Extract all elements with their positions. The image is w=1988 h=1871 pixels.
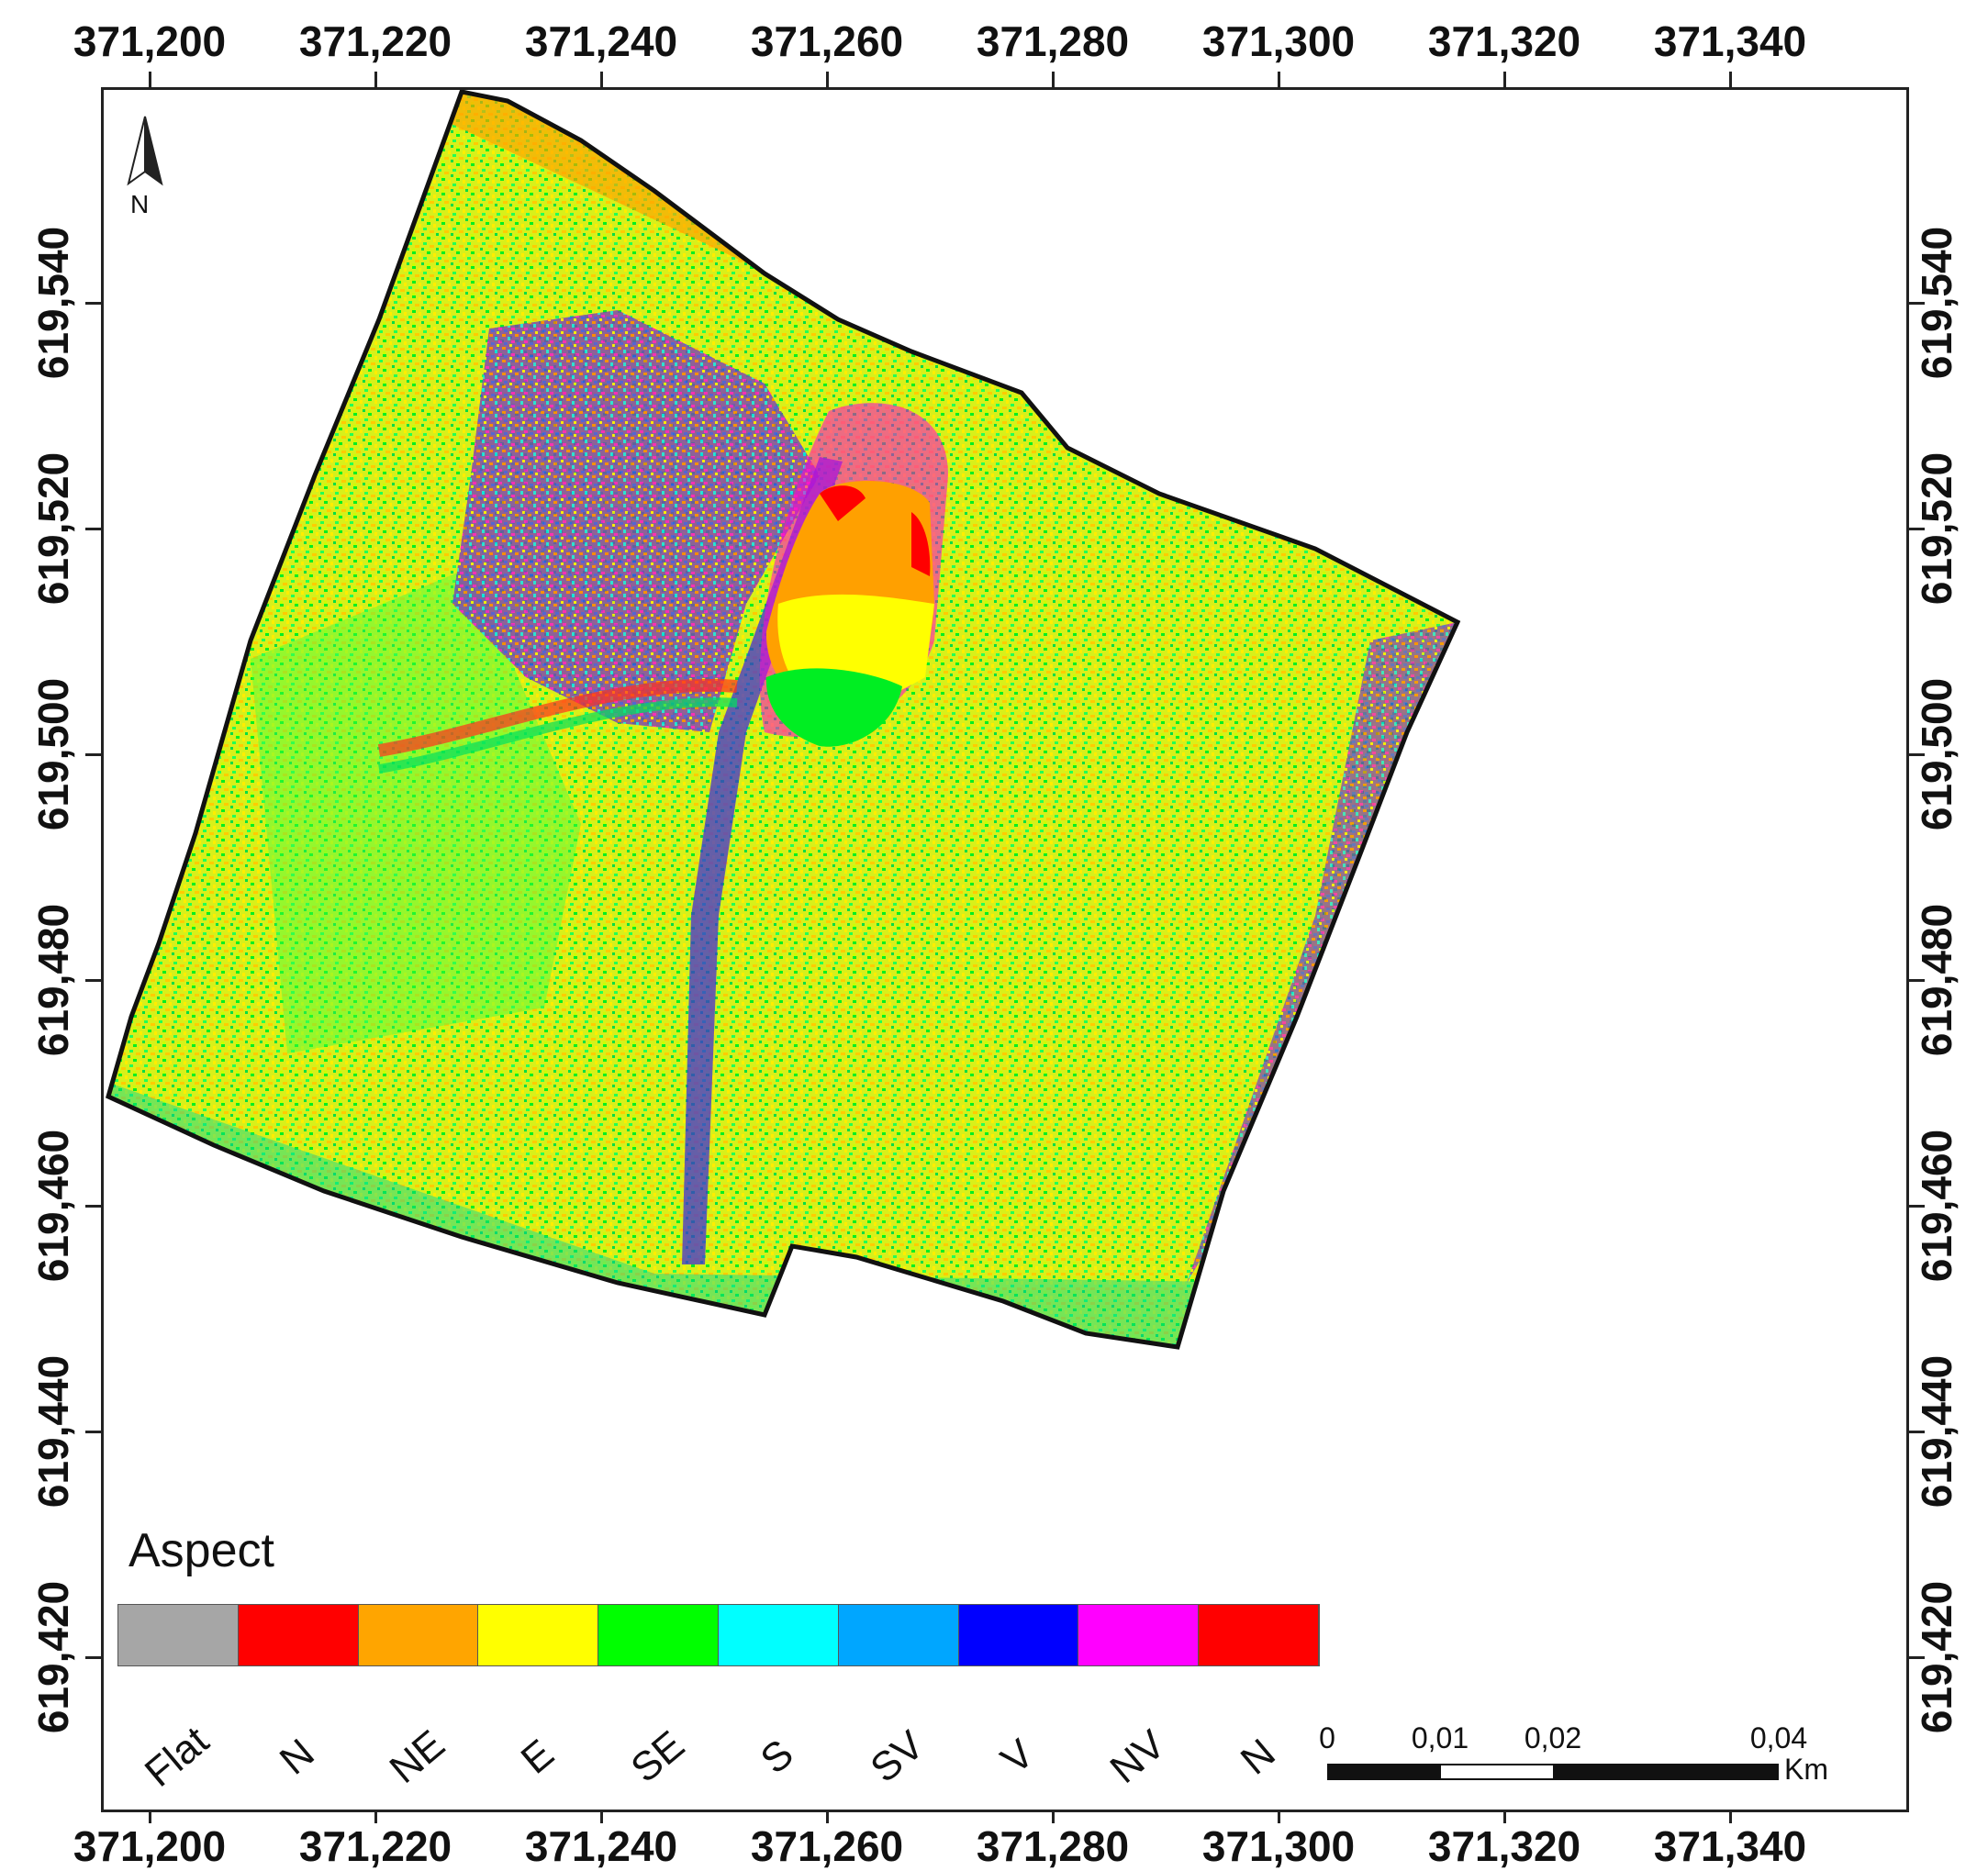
scale-bar bbox=[1327, 1764, 1779, 1780]
y-tick-mark bbox=[85, 1431, 101, 1433]
y-tick-mark bbox=[85, 302, 101, 305]
north-label: N bbox=[130, 190, 150, 218]
x-tick-mark bbox=[149, 72, 151, 87]
x-tick-label-bottom: 371,300 bbox=[1201, 1822, 1356, 1870]
legend-swatch bbox=[598, 1605, 719, 1665]
north-arrow-icon: N bbox=[117, 115, 173, 225]
legend-swatch bbox=[838, 1605, 959, 1665]
scale-label: 0,02 bbox=[1524, 1721, 1582, 1754]
x-tick-mark bbox=[1503, 72, 1506, 87]
x-tick-mark bbox=[1278, 72, 1280, 87]
y-tick-mark bbox=[85, 753, 101, 756]
y-tick-mark bbox=[85, 528, 101, 530]
x-tick-mark bbox=[374, 1812, 377, 1823]
x-tick-label-top: 371,280 bbox=[976, 17, 1130, 65]
y-tick-label-left: 619,440 bbox=[29, 1354, 77, 1509]
x-tick-mark bbox=[600, 72, 603, 87]
y-tick-label-left: 619,520 bbox=[29, 451, 77, 606]
x-tick-label-top: 371,300 bbox=[1201, 17, 1356, 65]
x-tick-mark bbox=[1278, 1812, 1280, 1823]
x-tick-label-top: 371,240 bbox=[524, 17, 678, 65]
map-frame bbox=[101, 87, 1909, 1812]
y-tick-mark bbox=[1909, 1656, 1925, 1659]
y-tick-mark bbox=[1909, 753, 1925, 756]
legend-title: Aspect bbox=[128, 1524, 274, 1577]
x-tick-label-top: 371,320 bbox=[1427, 17, 1581, 65]
x-tick-mark bbox=[826, 72, 829, 87]
scale-label: 0,01 bbox=[1411, 1721, 1469, 1754]
legend-swatch bbox=[478, 1605, 599, 1665]
legend-swatch bbox=[718, 1605, 839, 1665]
legend-swatch bbox=[1199, 1605, 1319, 1665]
x-tick-mark bbox=[374, 72, 377, 87]
legend-swatch bbox=[358, 1605, 479, 1665]
legend-swatch bbox=[958, 1605, 1079, 1665]
y-tick-mark bbox=[85, 979, 101, 982]
x-tick-mark bbox=[600, 1812, 603, 1823]
y-tick-label-left: 619,500 bbox=[29, 677, 77, 831]
y-tick-mark bbox=[1909, 528, 1925, 530]
x-tick-mark bbox=[1052, 72, 1055, 87]
legend-swatch bbox=[238, 1605, 359, 1665]
legend-swatch bbox=[1078, 1605, 1200, 1665]
scale-unit: Km bbox=[1784, 1753, 1828, 1786]
x-tick-mark bbox=[1729, 72, 1732, 87]
x-tick-label-bottom: 371,220 bbox=[298, 1822, 452, 1870]
x-tick-label-top: 371,220 bbox=[298, 17, 452, 65]
x-tick-label-bottom: 371,340 bbox=[1653, 1822, 1807, 1870]
y-tick-mark bbox=[1909, 302, 1925, 305]
scale-seg-3 bbox=[1553, 1765, 1777, 1778]
aspect-raster bbox=[106, 89, 1461, 1350]
x-tick-mark bbox=[826, 1812, 829, 1823]
legend-swatch bbox=[118, 1605, 239, 1665]
y-tick-label-left: 619,420 bbox=[29, 1580, 77, 1734]
y-tick-mark bbox=[85, 1656, 101, 1659]
y-tick-label-left: 619,460 bbox=[29, 1129, 77, 1283]
scale-seg-2 bbox=[1441, 1765, 1553, 1778]
scale-seg-1 bbox=[1329, 1765, 1441, 1778]
x-tick-mark bbox=[1052, 1812, 1055, 1823]
x-tick-label-top: 371,260 bbox=[750, 17, 904, 65]
x-tick-mark bbox=[1729, 1812, 1732, 1823]
y-tick-mark bbox=[1909, 979, 1925, 982]
y-tick-mark bbox=[1909, 1205, 1925, 1208]
x-tick-label-bottom: 371,280 bbox=[976, 1822, 1130, 1870]
y-tick-label-left: 619,480 bbox=[29, 903, 77, 1057]
legend-color-bar bbox=[117, 1604, 1320, 1666]
y-tick-mark bbox=[85, 1205, 101, 1208]
y-tick-mark bbox=[1909, 1431, 1925, 1433]
scale-label: 0,04 bbox=[1749, 1721, 1808, 1754]
x-tick-label-bottom: 371,320 bbox=[1427, 1822, 1581, 1870]
x-tick-label-bottom: 371,200 bbox=[73, 1822, 227, 1870]
x-tick-label-top: 371,340 bbox=[1653, 17, 1807, 65]
y-tick-label-left: 619,540 bbox=[29, 226, 77, 380]
scale-label: 0 bbox=[1319, 1721, 1335, 1754]
x-tick-label-bottom: 371,260 bbox=[750, 1822, 904, 1870]
x-tick-mark bbox=[149, 1812, 151, 1823]
x-tick-label-top: 371,200 bbox=[73, 17, 227, 65]
x-tick-mark bbox=[1503, 1812, 1506, 1823]
x-tick-label-bottom: 371,240 bbox=[524, 1822, 678, 1870]
